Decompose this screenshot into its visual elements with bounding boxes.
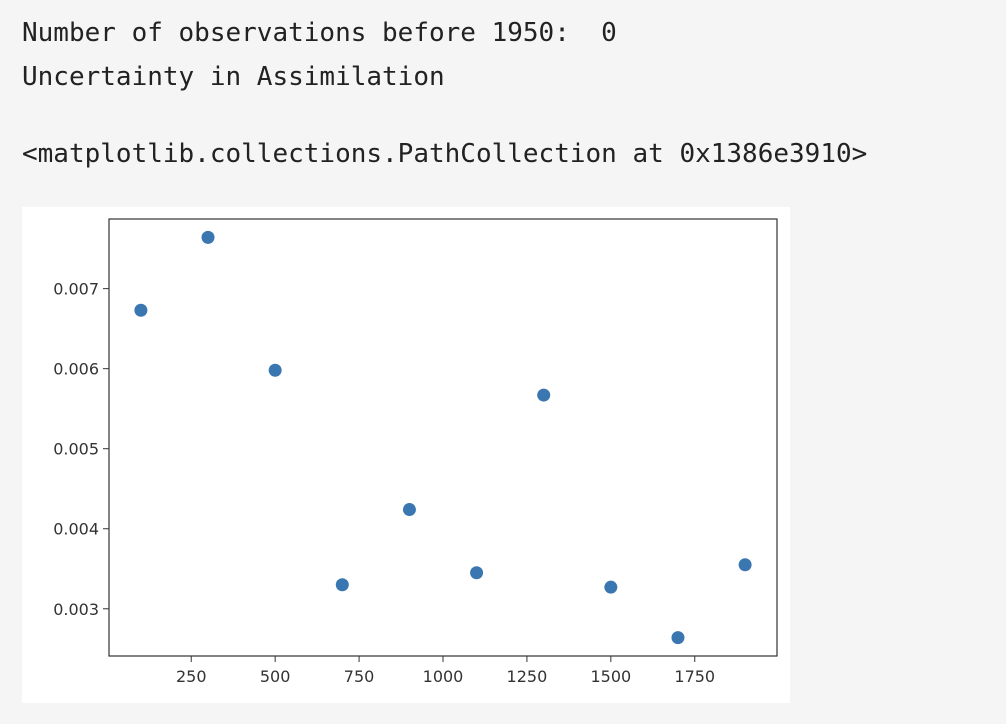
axis-ticks: 250 500 750 1000 1250 1500 1750 0.003 0.004 0.005… (53, 280, 715, 686)
y-tick-label: 0.006 (53, 360, 99, 379)
scatter-point (201, 230, 215, 244)
scatter-point (134, 303, 148, 317)
y-tick-label: 0.005 (53, 440, 99, 459)
x-tick-label: 1250 (507, 667, 548, 686)
x-tick-label: 500 (260, 667, 291, 686)
x-tick-label: 1000 (423, 667, 464, 686)
y-tick-label: 0.007 (53, 280, 99, 299)
scatter-point (268, 363, 282, 377)
scatter-point (537, 388, 551, 402)
execute-result-repr: <matplotlib.collections.PathCollection a… (22, 139, 868, 169)
scatter-point (671, 631, 685, 645)
scatter-point (604, 580, 618, 594)
y-tick-label: 0.003 (53, 600, 99, 619)
scatter-point (335, 578, 349, 592)
scatter-point (738, 558, 752, 572)
scatter-plot-figure: 250 500 750 1000 1250 1500 1750 0.003 0.004 0.005… (22, 207, 790, 703)
x-tick-label: 1500 (590, 667, 631, 686)
scatter-plot-svg: 250 500 750 1000 1250 1500 1750 0.003 0.004 0.005… (53, 218, 778, 686)
x-tick-label: 750 (344, 667, 375, 686)
scatter-point (402, 503, 416, 517)
stdout-uncertainty-line: Uncertainty in Assimilation (22, 62, 445, 92)
x-tick-label: 1750 (674, 667, 715, 686)
x-tick-label: 250 (176, 667, 207, 686)
scatter-points (134, 230, 752, 645)
plot-frame (108, 218, 778, 657)
scatter-point (470, 566, 484, 580)
stdout-observations-line: Number of observations before 1950: 0 (22, 18, 617, 48)
y-tick-label: 0.004 (53, 520, 99, 539)
